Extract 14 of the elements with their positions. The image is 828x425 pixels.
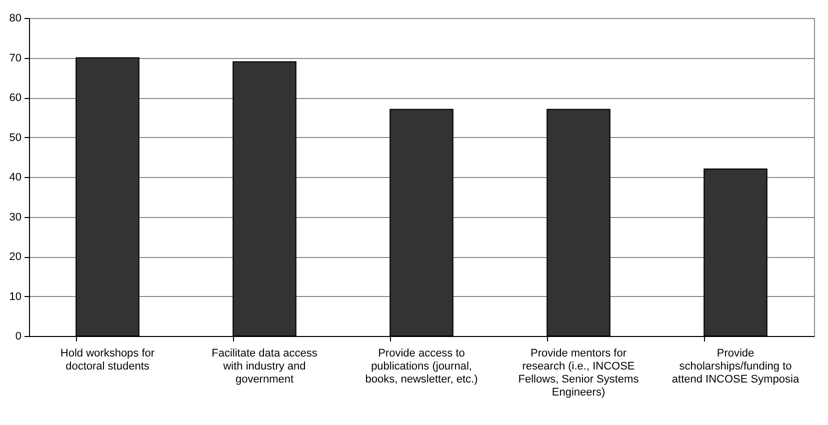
y-tick-label: 50: [9, 132, 22, 144]
y-tick-label: 0: [15, 330, 22, 342]
x-tick-label: Provide scholarships/funding to attend INCOSE Symposia: [672, 348, 800, 386]
x-tick-label: Provide access to publications (journal, books, newsletter, etc.): [365, 348, 478, 386]
y-tick-label: 70: [9, 52, 22, 64]
y-tick-label: 30: [9, 211, 22, 224]
x-tick-label: Facilitate data access with industry and government: [212, 348, 318, 386]
y-tick-label: 80: [9, 12, 22, 24]
y-tick-label: 40: [9, 172, 22, 184]
y-tick-label: 10: [9, 290, 22, 303]
y-tick-label: 20: [9, 251, 22, 263]
x-tick-label: Hold workshops for doctoral students: [60, 348, 155, 372]
x-tick-label: Provide mentors for research (i.e., INCOSE Fellows, Senior Systems Engineers): [518, 348, 640, 398]
y-tick-label: 60: [9, 92, 22, 104]
